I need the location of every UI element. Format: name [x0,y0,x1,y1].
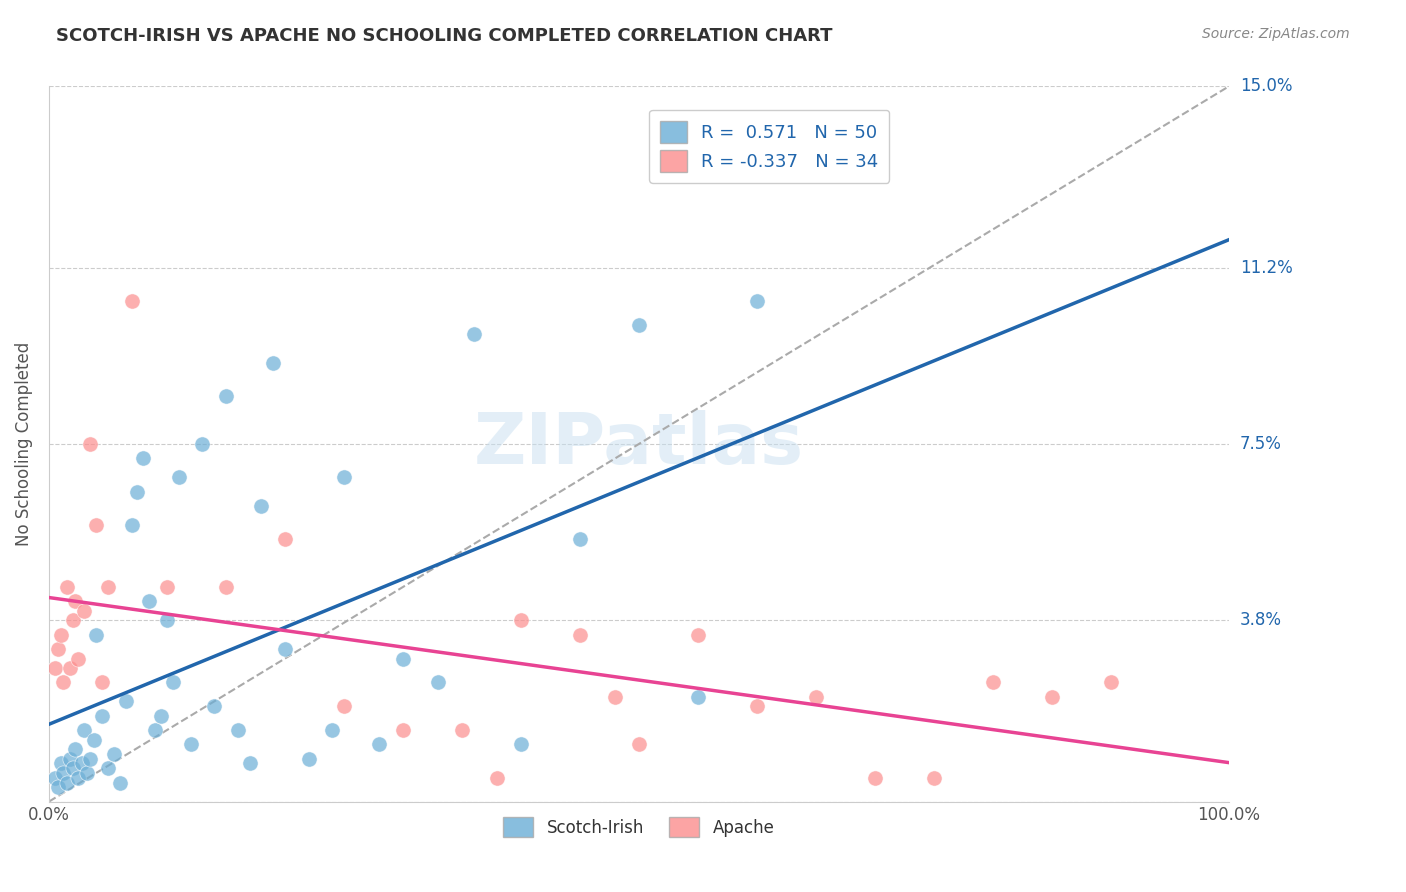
Point [297,752,319,766]
Point [67,651,90,665]
Point [73,723,96,737]
Point [48,642,70,657]
Point [333,699,356,714]
Point [262,356,284,370]
Point [52,766,75,780]
Point [55,580,77,594]
Point [67,771,90,785]
Point [463,327,485,342]
Point [59,752,82,766]
Point [63,742,86,756]
Point [156,580,179,594]
Point [44,771,66,785]
Text: 15.0%: 15.0% [1240,78,1292,95]
Point [83,732,105,747]
Point [392,651,415,665]
Text: 11.2%: 11.2% [1240,259,1292,277]
Point [804,690,827,704]
Point [863,771,886,785]
Point [97,580,120,594]
Text: Source: ZipAtlas.com: Source: ZipAtlas.com [1202,27,1350,41]
Point [686,628,709,642]
Point [745,699,768,714]
Point [167,470,190,484]
Point [451,723,474,737]
Legend: Scotch-Irish, Apache: Scotch-Irish, Apache [496,811,780,843]
Point [568,533,591,547]
Point [127,484,149,499]
Y-axis label: No Schooling Completed: No Schooling Completed [15,342,32,546]
Point [162,675,184,690]
Point [52,675,75,690]
Point [62,761,84,775]
Point [121,293,143,308]
Point [627,318,650,332]
Point [62,614,84,628]
Point [44,661,66,675]
Point [686,690,709,704]
Point [509,614,531,628]
Point [150,708,173,723]
Point [49,756,72,771]
Point [215,580,238,594]
Point [121,518,143,533]
Point [59,661,82,675]
Point [427,675,450,690]
Point [49,628,72,642]
Point [84,518,107,533]
Point [368,737,391,751]
Text: ZIPatlas: ZIPatlas [474,409,804,478]
Point [138,594,160,608]
Point [73,604,96,618]
Point [922,771,945,785]
Point [486,771,509,785]
Text: SCOTCH-IRISH VS APACHE NO SCHOOLING COMPLETED CORRELATION CHART: SCOTCH-IRISH VS APACHE NO SCHOOLING COMP… [56,27,832,45]
Point [103,747,125,761]
Text: 7.5%: 7.5% [1240,435,1282,453]
Point [274,533,297,547]
Point [1099,675,1122,690]
Point [84,628,107,642]
Point [114,694,136,708]
Point [63,594,86,608]
Point [509,737,531,751]
Point [143,723,166,737]
Text: 3.8%: 3.8% [1240,611,1282,630]
Point [1040,690,1063,704]
Point [132,451,155,466]
Point [108,775,131,789]
Point [76,766,98,780]
Point [97,761,120,775]
Point [605,690,627,704]
Point [91,675,114,690]
Point [202,699,225,714]
Point [180,737,202,751]
Point [568,628,591,642]
Point [91,708,114,723]
Point [79,752,101,766]
Point [250,499,273,513]
Point [274,642,297,657]
Point [79,437,101,451]
Point [215,389,238,403]
Point [55,775,77,789]
Point [191,437,214,451]
Point [156,614,179,628]
Point [70,756,93,771]
Point [392,723,415,737]
Point [48,780,70,795]
Point [333,470,356,484]
Point [745,293,768,308]
Point [238,756,260,771]
Point [321,723,343,737]
Point [981,675,1004,690]
Point [627,737,650,751]
Point [226,723,249,737]
